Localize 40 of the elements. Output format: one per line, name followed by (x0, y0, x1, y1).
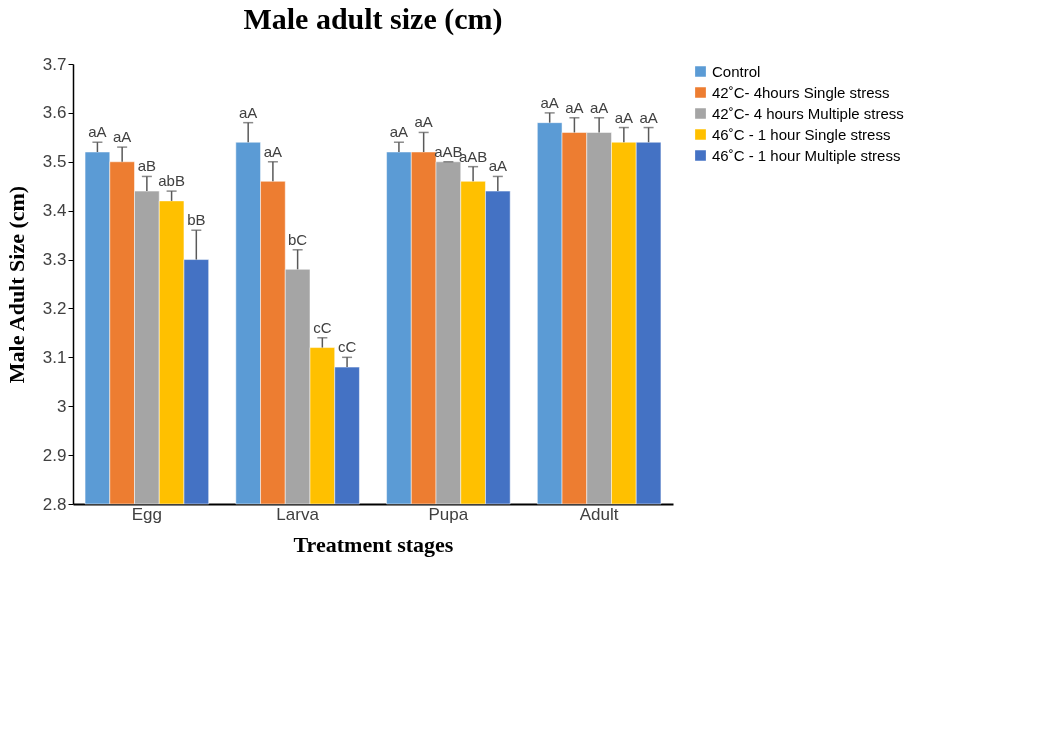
legend-label: 42˚C- 4hours Single stress (712, 83, 890, 101)
chart-title: Male adult size (cm) (243, 2, 503, 36)
data-label: aA (112, 128, 132, 146)
y-tick-label: 2.8 (42, 494, 67, 514)
data-label: aA (88, 123, 107, 141)
legend-label: 46˚C - 1 hour Multiple stress (712, 146, 901, 164)
data-label: aA (389, 123, 409, 141)
legend-label: Control (712, 62, 761, 80)
data-label: aB (137, 157, 157, 175)
x-tick-label: Pupa (428, 504, 469, 524)
data-label: aA (488, 157, 507, 175)
x-tick-label: Larva (276, 504, 320, 524)
y-tick-label: 3.4 (42, 201, 67, 221)
data-label: aA (239, 103, 258, 121)
data-label: aA (263, 142, 283, 160)
data-label: cC (337, 338, 357, 356)
x-tick-label: Egg (131, 504, 162, 524)
data-label: aA (614, 108, 634, 126)
data-label: abB (158, 172, 185, 190)
x-tick-label: Adult (579, 504, 619, 524)
y-tick-label: 3.3 (42, 250, 67, 270)
y-tick-label: 3.1 (42, 347, 67, 367)
x-axis-title: Treatment stages (293, 531, 454, 557)
y-tick-label: 3.5 (42, 152, 67, 172)
legend-label: 46˚C - 1 hour Single stress (712, 125, 891, 143)
y-tick-label: 2.9 (42, 445, 67, 465)
y-tick-label: 3.7 (42, 54, 67, 74)
data-label: aA (565, 98, 584, 116)
y-axis-title: Male Adult Size (cm) (3, 185, 29, 384)
data-label: bB (187, 211, 206, 229)
data-label: aA (540, 93, 559, 111)
y-tick-label: 3.6 (42, 103, 67, 123)
data-label: aA (414, 113, 433, 131)
data-label: bC (288, 230, 308, 248)
data-label: cC (313, 318, 332, 336)
data-label: aA (589, 98, 609, 116)
y-tick-label: 3.2 (42, 298, 67, 318)
data-label: aA (639, 108, 658, 126)
y-tick-label: 3 (57, 396, 67, 416)
legend-label: 42˚C- 4 hours Multiple stress (712, 104, 904, 122)
